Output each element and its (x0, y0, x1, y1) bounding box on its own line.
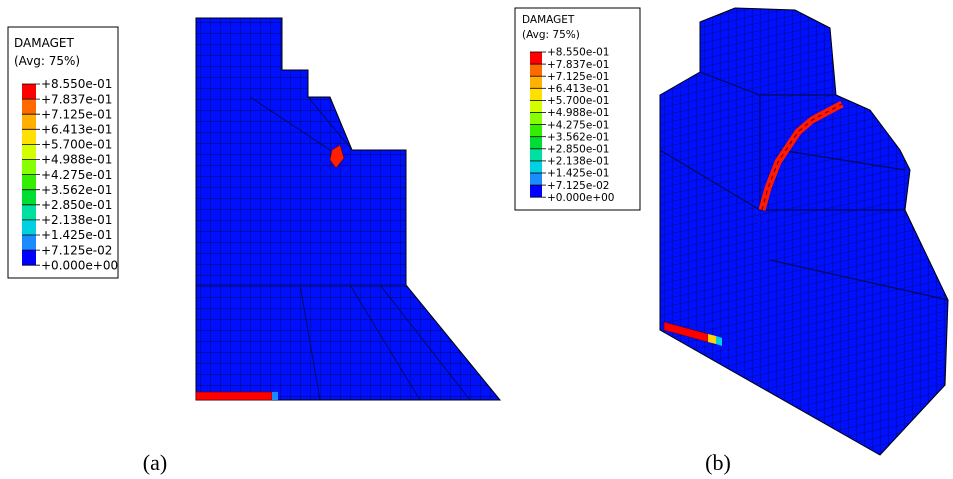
legend-level: +4.275e-01 (41, 168, 112, 182)
legend-swatch (22, 129, 36, 144)
legend-level: +0.000e+00 (41, 258, 118, 272)
legend-swatch (530, 161, 542, 173)
legend-swatch (530, 185, 542, 197)
caption: (a) (143, 450, 167, 475)
legend-level: +7.125e-01 (41, 107, 112, 121)
legend-swatch (530, 88, 542, 100)
legend-level: +4.275e-01 (547, 119, 609, 131)
figure: DAMAGET(Avg: 75%)+8.550e-01+7.837e-01+7.… (0, 0, 953, 479)
legend-title: DAMAGET (14, 36, 74, 50)
legend-swatch (22, 144, 36, 159)
legend-level: +2.850e-01 (41, 198, 112, 212)
legend-swatch (22, 99, 36, 114)
legend-level: +4.988e-01 (41, 153, 112, 167)
legend-level: +5.700e-01 (41, 138, 112, 152)
legend-swatch (530, 64, 542, 76)
legend-swatch (530, 137, 542, 149)
legend-level: +1.425e-01 (41, 228, 112, 242)
legend-swatch (22, 220, 36, 235)
legend-level: +3.562e-01 (41, 183, 112, 197)
legend-level: +2.850e-01 (547, 143, 609, 155)
legend-swatch (530, 149, 542, 161)
legend-level: +3.562e-01 (547, 131, 609, 143)
legend-level: +7.125e-02 (547, 180, 609, 192)
legend-swatch (530, 76, 542, 88)
legend-level: +4.988e-01 (547, 107, 609, 119)
legend-swatch (530, 113, 542, 125)
legend-level: +6.413e-01 (547, 83, 609, 95)
caption: (b) (705, 450, 731, 475)
legend-level: +1.425e-01 (547, 168, 609, 180)
legend-level: +5.700e-01 (547, 95, 609, 107)
legend-level: +2.138e-01 (41, 213, 112, 227)
legend-swatch (22, 190, 36, 205)
legend-level: +7.125e-02 (41, 243, 112, 257)
legend-swatch (22, 235, 36, 250)
legend-swatch (530, 100, 542, 112)
mesh-a (196, 18, 500, 400)
legend-swatch (530, 125, 542, 137)
legend-title: DAMAGET (522, 14, 575, 26)
legend-level: +8.550e-01 (547, 47, 609, 59)
legend-swatch (530, 52, 542, 64)
legend-level: +6.413e-01 (41, 123, 112, 137)
legend-swatch (22, 114, 36, 129)
legend-swatch (22, 160, 36, 175)
legend-level: +7.837e-01 (41, 92, 112, 106)
legend-subtitle: (Avg: 75%) (14, 54, 80, 68)
legend-swatch (22, 84, 36, 99)
legend-swatch (22, 250, 36, 265)
legend-level: +7.837e-01 (547, 59, 609, 71)
legend-swatch (22, 175, 36, 190)
mesh-b (660, 8, 948, 455)
legend-swatch (530, 173, 542, 185)
legend-level: +8.550e-01 (41, 77, 112, 91)
legend-level: +0.000e+00 (547, 192, 614, 204)
legend-level: +2.138e-01 (547, 156, 609, 168)
legend-subtitle: (Avg: 75%) (522, 29, 580, 41)
legend-swatch (22, 205, 36, 220)
legend-level: +7.125e-01 (547, 71, 609, 83)
